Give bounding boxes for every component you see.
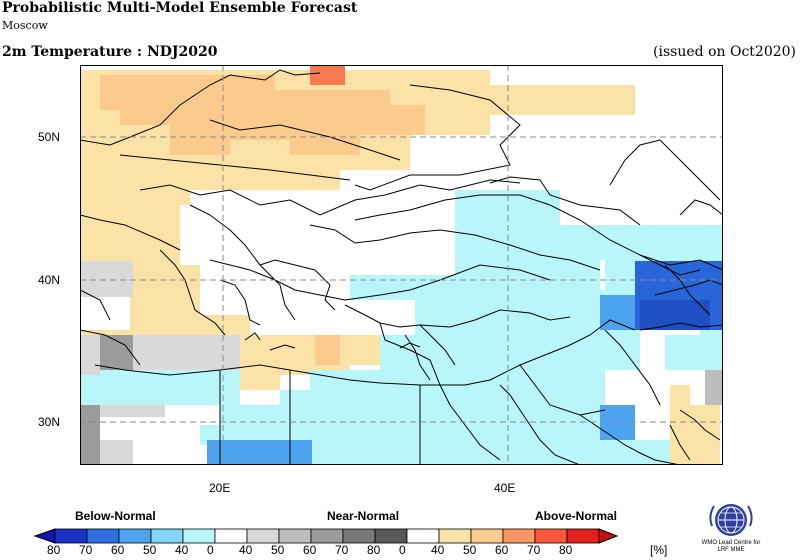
wmo-caption-line1: WMO Lead Centre for — [701, 540, 761, 546]
colorbar-tick-label: 70 — [335, 543, 349, 557]
colorbar-cell — [406, 528, 440, 544]
colorbar-cell — [118, 528, 152, 544]
colorbar-cell — [438, 528, 472, 544]
lat-label-50n: 50N — [38, 130, 61, 144]
issue-date: (issued on Oct2020) — [653, 44, 796, 60]
colorbar-tick-label: 80 — [47, 543, 61, 557]
colorbar-tick-label: 40 — [431, 543, 445, 557]
colorbar-cell — [86, 528, 120, 544]
graticule — [80, 65, 723, 465]
colorbar-tick-label: 0 — [399, 543, 406, 557]
colorbar-tick-label: 60 — [303, 543, 317, 557]
colorbar-tick-label: 0 — [207, 543, 214, 557]
colorbar-tick-label: 50 — [271, 543, 285, 557]
forecast-title: Probabilistic Multi-Model Ensemble Forec… — [2, 0, 358, 16]
colorbar-cell — [566, 528, 600, 544]
colorbar-cell — [502, 528, 536, 544]
colorbar-arrow-left — [33, 528, 56, 544]
colorbar-arrow-right — [598, 528, 619, 544]
colorbar-cell — [214, 528, 248, 544]
colorbar-tick-label: 40 — [239, 543, 253, 557]
colorbar-tick-label: 60 — [111, 543, 125, 557]
lon-label-40e: 40E — [494, 481, 516, 495]
colorbar-tick-label: 50 — [463, 543, 477, 557]
lat-label-30n: 30N — [38, 415, 61, 429]
colorbar-cell — [150, 528, 184, 544]
above-normal-50-60 — [100, 75, 425, 365]
colorbar-cell — [534, 528, 568, 544]
colorbar-tick-label: 80 — [367, 543, 381, 557]
coastlines — [80, 69, 723, 465]
colorbar-cell — [278, 528, 312, 544]
colorbar-cell — [470, 528, 504, 544]
above-normal-60-70 — [310, 65, 345, 85]
colorbar-cell — [182, 528, 216, 544]
legend-near-normal: Near-Normal — [327, 509, 400, 523]
wmo-caption-line2: LRF MME — [717, 547, 745, 553]
colorbar-tick-label: 70 — [79, 543, 93, 557]
map-frame — [80, 65, 723, 465]
variable-period: 2m Temperature : NDJ2020 — [2, 44, 218, 60]
colorbar-cell — [246, 528, 280, 544]
colorbar-tick-label: 80 — [559, 543, 573, 557]
colorbar-tick-label: 60 — [495, 543, 509, 557]
lat-label-40n: 40N — [38, 273, 61, 287]
legend-above-normal: Above-Normal — [535, 509, 618, 523]
colorbar-unit: [%] — [650, 543, 668, 557]
colorbar-cell — [342, 528, 376, 544]
forecast-map — [80, 65, 723, 465]
lon-label-20e: 20E — [209, 481, 231, 495]
below-normal-50-70 — [207, 295, 635, 465]
below-normal-70-80 — [635, 261, 723, 330]
colorbar-cell — [374, 528, 408, 544]
legend-below-normal: Below-Normal — [75, 509, 156, 523]
colorbar-tick-label: 50 — [143, 543, 157, 557]
colorbar-cell — [310, 528, 344, 544]
colorbar — [33, 528, 619, 544]
forecast-center: Moscow — [2, 19, 48, 32]
colorbar-tick-label: 40 — [175, 543, 189, 557]
colorbar-tick-label: 70 — [527, 543, 541, 557]
colorbar-cell — [54, 528, 88, 544]
wmo-logo — [709, 504, 753, 536]
